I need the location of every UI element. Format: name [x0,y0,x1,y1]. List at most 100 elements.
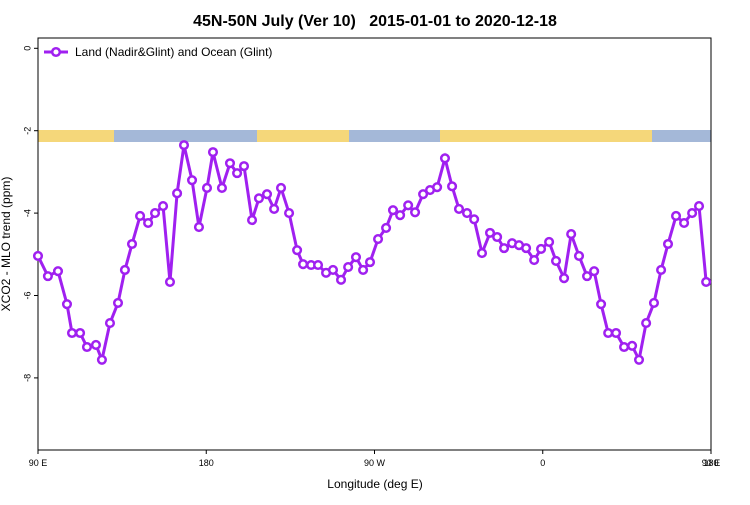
data-point [42,271,53,282]
land-ocean-strip [38,130,711,142]
data-point [439,153,451,164]
data-point [550,255,562,266]
data-point [253,193,265,204]
data-point [292,245,303,256]
data-point [559,273,570,284]
data-line [36,144,708,365]
data-point [453,203,465,215]
data-point [164,276,176,287]
data-point [52,266,64,277]
data-point [112,297,124,308]
data-point [418,189,429,200]
data-point [135,210,146,222]
data-point [158,201,169,212]
data-point [327,264,339,276]
data-point [701,276,712,287]
x-tick-label: 0 [540,458,545,468]
data-point [410,207,421,218]
data-point [589,266,600,277]
data-point [529,255,540,266]
data-point [679,217,690,229]
data-point [693,201,705,212]
data-point [670,210,682,222]
y-tick-label: -4 [22,209,32,217]
data-point [521,243,532,254]
data-point [432,182,443,193]
data-point [201,182,213,194]
plot-frame [37,37,712,451]
data-point [610,327,622,339]
data-point [476,248,488,259]
data-point [261,189,273,200]
x-tick-label: 90 E [702,458,721,468]
data-point [96,354,107,365]
data-point [544,236,555,247]
data-point [469,214,480,225]
data-point [656,264,667,276]
x-tick-label: 90 E [29,458,48,468]
data-point [381,222,392,233]
data-point [499,243,510,254]
data-point [633,354,645,365]
data-point [32,250,44,261]
y-tick-label: -6 [22,291,32,299]
data-point [358,264,369,276]
data-point [387,205,399,216]
data-point [178,140,190,151]
y-tick-label: 0 [22,46,32,51]
data-point [247,215,258,226]
data-point [492,231,503,243]
data-point [312,259,324,271]
data-point [641,318,652,329]
data-point [81,341,93,353]
land-band [440,130,652,142]
data-point [298,259,309,270]
data-point [350,252,362,263]
data-point [61,299,73,310]
x-axis-label: Longitude (deg E) [327,477,422,491]
y-axis-label: XCO2 - MLO trend (ppm) [0,177,13,312]
data-point [143,217,154,229]
data-point [90,339,102,350]
data-point [395,210,406,221]
data-point [343,262,354,273]
legend-marker [50,46,62,58]
data-point [582,271,593,282]
data-point [687,208,698,219]
data-point [284,208,295,219]
data-point [75,327,86,339]
data-point [603,327,614,339]
data-point [66,327,78,339]
data-point [403,200,414,211]
data-point [269,203,280,215]
land-band [257,130,349,142]
data-point [335,274,347,285]
data-point [447,181,458,192]
data-point [373,234,384,245]
x-tick-label: 90 W [364,458,386,468]
data-point [193,222,205,233]
y-tick-label: -2 [22,127,32,135]
chart-title: 45N-50N July (Ver 10) 2015-01-01 to 2020… [193,13,557,30]
data-point [566,229,577,240]
data-point [275,182,287,194]
data-point [149,208,161,219]
x-tick-label: 180 [703,458,718,468]
data-point [238,161,250,172]
data-point [648,297,660,308]
y-tick-label: -8 [22,374,32,382]
data-point [364,257,376,268]
data-point [172,188,183,199]
legend-label: Land (Nadir&Glint) and Ocean (Glint) [75,45,272,59]
data-point [216,182,228,194]
data-point [484,227,496,238]
data-point [596,299,607,310]
data-point [119,264,130,276]
data-point [186,175,198,186]
data-point [232,168,243,179]
data-point [627,340,638,351]
data-point [104,318,116,329]
data-point [536,243,547,254]
x-tick-label: 180 [199,458,214,468]
